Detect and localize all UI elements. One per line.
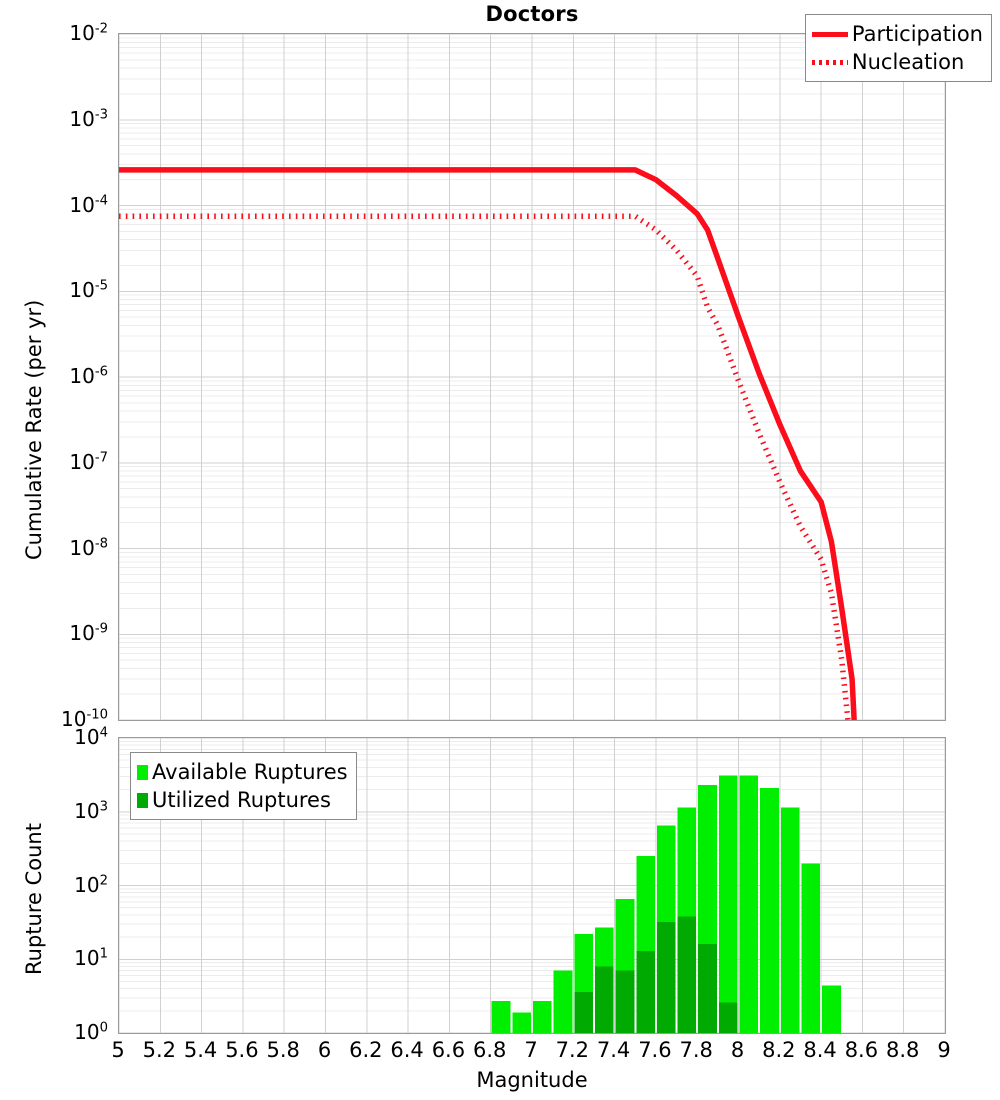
top-plot-svg	[119, 34, 945, 720]
x-tick-label: 8.6	[844, 1038, 879, 1062]
y-tick-label-bottom: 101	[74, 946, 108, 971]
x-tick-label: 6.2	[349, 1038, 383, 1062]
x-tick-label: 8.2	[762, 1038, 796, 1062]
figure-title: Doctors	[485, 2, 579, 26]
bar-available	[553, 970, 573, 1033]
legend-item-utilized-ruptures[interactable]: Utilized Ruptures	[137, 786, 348, 814]
x-tick-label: 7	[524, 1038, 538, 1062]
x-tick-label: 6	[317, 1038, 332, 1062]
x-axis-title: Magnitude	[476, 1068, 588, 1092]
y-tick-label-bottom: 102	[74, 872, 108, 897]
top-plot-legend: Participation Nucleation	[804, 14, 992, 82]
bar-available	[780, 807, 800, 1033]
bar-available	[491, 1001, 511, 1033]
bar-available	[760, 787, 779, 1033]
y-tick-label-top: 10-8	[69, 535, 108, 560]
x-tick-label: 7.8	[679, 1038, 713, 1062]
y-tick-label-top: 10-5	[69, 278, 108, 303]
x-tick-label: 7.6	[638, 1038, 672, 1062]
y-tick-label-top: 10-6	[69, 364, 108, 388]
bar-utilized	[718, 1002, 738, 1033]
top-y-axis-title: Cumulative Rate (per yr)	[22, 299, 46, 560]
top-plot-area	[119, 34, 945, 720]
curve-nucleation	[119, 213, 853, 720]
y-tick-label-top: 10-2	[69, 21, 108, 45]
bar-available	[533, 1001, 552, 1033]
bar-available	[718, 775, 738, 1033]
top-plot-axes	[118, 33, 946, 721]
gridlines	[119, 34, 945, 720]
x-tick-label: 5.8	[266, 1038, 300, 1062]
y-tick-label-bottom: 104	[74, 725, 108, 749]
legend-label-available-ruptures: Available Ruptures	[152, 760, 348, 784]
utilized-ruptures-swatch-icon	[137, 792, 148, 808]
x-tick-label: 6.6	[431, 1038, 466, 1062]
bar-utilized	[656, 922, 676, 1033]
legend-label-nucleation: Nucleation	[851, 50, 965, 74]
bar-available	[512, 1012, 531, 1033]
y-tick-label-top: 10-4	[69, 192, 108, 217]
x-tick-label: 8.8	[885, 1038, 920, 1062]
x-tick-label: 5	[111, 1038, 125, 1062]
bar-available	[739, 775, 759, 1033]
bar-utilized	[615, 970, 635, 1033]
legend-item-nucleation[interactable]: Nucleation	[811, 48, 983, 76]
x-tick-label: 5.4	[183, 1038, 218, 1062]
y-tick-label-top: 10-7	[69, 449, 108, 474]
x-tick-label: 7.2	[555, 1038, 589, 1062]
bar-utilized	[594, 966, 614, 1033]
bottom-plot-axes: Available Ruptures Utilized Ruptures	[118, 737, 946, 1034]
available-ruptures-swatch-icon	[137, 764, 148, 780]
x-tick-label: 8	[730, 1038, 745, 1062]
curve-participation	[119, 167, 857, 720]
bar-group	[491, 775, 841, 1033]
y-tick-label-bottom: 103	[74, 798, 108, 823]
y-tick-label-top: 10-9	[69, 621, 108, 646]
solid-line-icon	[811, 31, 848, 37]
legend-label-participation: Participation	[851, 22, 983, 46]
x-tick-label: 6.8	[472, 1038, 507, 1062]
bar-available	[801, 863, 821, 1033]
legend-item-participation[interactable]: Participation	[811, 20, 983, 48]
bar-utilized	[698, 944, 717, 1033]
legend-label-utilized-ruptures: Utilized Ruptures	[152, 788, 331, 812]
bar-utilized	[677, 916, 697, 1033]
bar-utilized	[574, 991, 593, 1033]
x-tick-label: 5.2	[142, 1038, 176, 1062]
y-tick-label-top: 10-3	[69, 106, 108, 131]
x-tick-label: 6.4	[390, 1038, 424, 1062]
x-tick-label: 8.4	[803, 1038, 837, 1062]
bar-available	[822, 985, 841, 1033]
y-tick-label-top: 10-10	[61, 707, 108, 731]
y-tick-label-bottom: 100	[74, 1020, 108, 1044]
x-tick-label: 7.4	[596, 1038, 631, 1062]
bar-utilized	[636, 950, 655, 1033]
x-tick-label: 5.6	[225, 1038, 259, 1062]
dotted-line-icon	[811, 59, 848, 65]
x-tick-label: 9	[937, 1038, 951, 1062]
legend-item-available-ruptures[interactable]: Available Ruptures	[137, 758, 348, 786]
bottom-plot-legend: Available Ruptures Utilized Ruptures	[130, 752, 357, 820]
